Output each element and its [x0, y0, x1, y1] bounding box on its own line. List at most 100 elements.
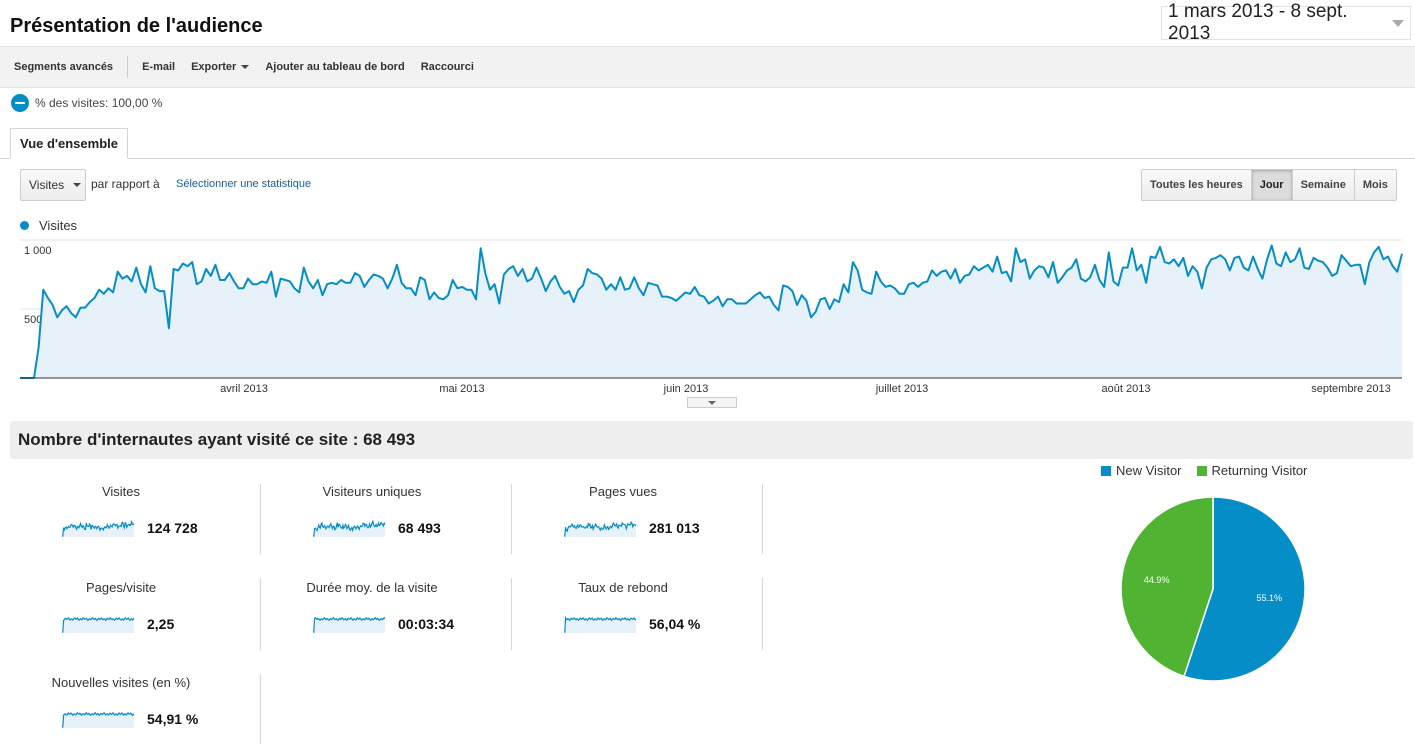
- metrics-divider: [511, 578, 512, 650]
- sparkline-line: [313, 519, 385, 537]
- tab-overview[interactable]: Vue d'ensemble: [10, 128, 128, 159]
- metric-unique-visitors[interactable]: Visiteurs uniques 68 493: [261, 474, 511, 544]
- metric-pages-per-visit[interactable]: Pages/visite 2,25: [10, 570, 260, 640]
- add-to-dashboard-button[interactable]: Ajouter au tableau de bord: [265, 61, 405, 73]
- metrics-divider: [511, 484, 512, 554]
- legend-swatch-icon: [1196, 465, 1207, 476]
- x-tick-label: juin 2013: [663, 383, 709, 395]
- metric-label: Durée moy. de la visite: [306, 580, 438, 595]
- chart-collapse-handle[interactable]: [687, 397, 737, 408]
- date-range-picker[interactable]: 1 mars 2013 - 8 sept. 2013: [1161, 1, 1411, 44]
- metric-value: 281 013: [649, 520, 700, 536]
- metrics-divider: [762, 484, 763, 554]
- sparkline-area: [313, 617, 385, 633]
- pie-slice-label: 44.9%: [1144, 575, 1170, 585]
- email-button[interactable]: E-mail: [142, 61, 176, 73]
- sparkline: [564, 520, 636, 537]
- y-tick-label: 1 000: [24, 245, 52, 257]
- metrics-grid: Visites 124 728 Visiteurs uniques 68 493…: [10, 474, 770, 750]
- metrics-divider: [260, 674, 261, 744]
- series-area: [20, 245, 1402, 378]
- segment-minus-icon[interactable]: [11, 94, 29, 112]
- sparkline: [564, 615, 636, 633]
- x-tick-label: juillet 2013: [875, 383, 929, 395]
- series-dot-icon: [20, 221, 29, 230]
- pie-legend-item-new[interactable]: New Visitor: [1101, 463, 1182, 478]
- pie-slice-label: 55.1%: [1257, 593, 1283, 603]
- summary-bar: Nombre d'internautes ayant visité ce sit…: [10, 421, 1413, 459]
- pie-legend-label: New Visitor: [1116, 463, 1182, 478]
- export-button[interactable]: Exporter: [183, 47, 257, 87]
- sparkline: [62, 616, 134, 633]
- select-metric-link[interactable]: Sélectionner une statistique: [176, 178, 312, 190]
- metrics-divider: [260, 484, 261, 554]
- legend-swatch-icon: [1101, 465, 1111, 476]
- metrics-divider: [762, 578, 763, 650]
- sparkline-area: [62, 712, 134, 728]
- metric-value: 54,91 %: [147, 711, 199, 727]
- export-label: Exporter: [191, 61, 237, 73]
- advanced-segments-button[interactable]: Segments avancés: [14, 61, 114, 73]
- metric-select-value: Visites: [29, 178, 65, 192]
- y-tick-label: 500: [24, 314, 42, 326]
- chart-legend: Visites: [20, 218, 77, 233]
- pie-slice[interactable]: [1120, 496, 1214, 678]
- pie-legend-label: Returning Visitor: [1211, 463, 1308, 478]
- granularity-hourly-button[interactable]: Toutes les heures: [1142, 170, 1252, 200]
- metric-pageviews[interactable]: Pages vues 281 013: [512, 474, 762, 544]
- sparkline-line: [62, 711, 134, 728]
- metric-visits[interactable]: Visites 124 728: [10, 474, 260, 544]
- segment-label: % des visites: 100,00 %: [35, 96, 163, 110]
- chevron-down-icon: [1392, 19, 1404, 27]
- sparkline-line: [564, 615, 636, 633]
- granularity-month-button[interactable]: Mois: [1354, 170, 1396, 200]
- tab-bar: Vue d'ensemble: [0, 128, 1415, 159]
- metric-label: Pages/visite: [85, 580, 157, 595]
- sparkline: [313, 616, 385, 633]
- chevron-down-icon: [241, 65, 250, 69]
- metric-value: 2,25: [147, 616, 175, 632]
- granularity-day-button[interactable]: Jour: [1251, 170, 1293, 200]
- x-tick-label: août 2013: [1102, 383, 1151, 395]
- sparkline: [62, 519, 134, 537]
- visitor-type-pie-chart[interactable]: 55.1% 44.9%: [1110, 487, 1316, 687]
- segment-indicator: % des visites: 100,00 %: [11, 94, 162, 112]
- granularity-week-button[interactable]: Semaine: [1292, 170, 1355, 200]
- date-range-label: 1 mars 2013 - 8 sept. 2013: [1168, 1, 1348, 44]
- page-title: Présentation de l'audience: [10, 15, 263, 37]
- toolbar-divider: [127, 56, 129, 78]
- chevron-down-icon: [73, 183, 82, 187]
- chevron-down-icon: [708, 400, 716, 405]
- sparkline: [313, 519, 385, 537]
- metric-label: Taux de rebond: [578, 580, 668, 595]
- metric-new-visits-pct[interactable]: Nouvelles visites (en %) 54,91 %: [10, 665, 260, 735]
- sparkline-line: [313, 616, 385, 633]
- metric-value: 56,04 %: [649, 616, 701, 632]
- metric-value: 124 728: [147, 520, 198, 536]
- x-tick-label: avril 2013: [220, 383, 268, 395]
- metric-label: Nouvelles visites (en %): [51, 675, 191, 690]
- sparkline-line: [62, 519, 134, 537]
- pie-legend-item-returning[interactable]: Returning Visitor: [1196, 463, 1308, 478]
- metric-avg-visit-duration[interactable]: Durée moy. de la visite 00:03:34: [261, 570, 511, 640]
- metric-label: Visiteurs uniques: [322, 484, 422, 499]
- granularity-buttons: Toutes les heures Jour Semaine Mois: [1141, 169, 1397, 201]
- sparkline-line: [564, 520, 636, 537]
- pie-legend: New Visitor Returning Visitor: [1101, 463, 1322, 478]
- sparkline-area: [62, 617, 134, 633]
- sparkline-area: [564, 617, 636, 633]
- metrics-divider: [260, 578, 261, 650]
- pie-slice[interactable]: [1183, 496, 1306, 682]
- metric-label: Visites: [101, 484, 141, 499]
- shortcut-button[interactable]: Raccourci: [420, 61, 474, 73]
- metric-value: 00:03:34: [398, 616, 455, 632]
- visits-area-chart[interactable]: 1 000 500 avril 2013 mai 2013 juin 2013 juill…: [0, 236, 1415, 396]
- metric-value: 68 493: [398, 520, 441, 536]
- metric-label: Pages vues: [589, 484, 657, 499]
- sparkline-line: [62, 616, 134, 633]
- metric-select[interactable]: Visites: [20, 169, 86, 201]
- metric-bounce-rate[interactable]: Taux de rebond 56,04 %: [512, 570, 762, 640]
- x-tick-label: septembre 2013: [1311, 383, 1391, 395]
- x-tick-label: mai 2013: [439, 383, 484, 395]
- compare-label: par rapport à: [91, 177, 160, 191]
